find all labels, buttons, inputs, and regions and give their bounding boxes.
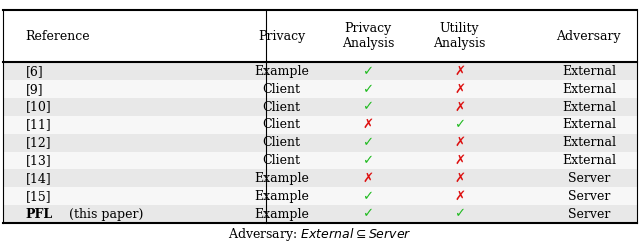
Text: ✗: ✗ [454, 190, 465, 203]
Text: ✓: ✓ [362, 65, 374, 78]
Text: Privacy: Privacy [258, 30, 305, 43]
Bar [3, 116, 637, 134]
Bar [3, 62, 637, 80]
Text: Client: Client [262, 118, 301, 131]
Text: External: External [562, 83, 616, 96]
Text: (this paper): (this paper) [65, 208, 143, 220]
Text: Client: Client [262, 83, 301, 96]
Text: [14]: [14] [26, 172, 51, 185]
Text: ✓: ✓ [362, 190, 374, 203]
Text: [11]: [11] [26, 118, 51, 131]
Text: [9]: [9] [26, 83, 44, 96]
Text: Server: Server [568, 208, 610, 220]
Text: ✓: ✓ [362, 208, 374, 220]
Bar [3, 80, 637, 98]
Text: PFL: PFL [26, 208, 52, 220]
Text: Example: Example [254, 190, 309, 203]
Text: ✗: ✗ [454, 65, 465, 78]
Text: ✓: ✓ [362, 154, 374, 167]
Text: External: External [562, 100, 616, 113]
Bar [3, 134, 637, 152]
Text: ✓: ✓ [454, 208, 465, 220]
Text: External: External [562, 136, 616, 149]
Text: External: External [562, 65, 616, 78]
Text: Example: Example [254, 65, 309, 78]
Text: [6]: [6] [26, 65, 44, 78]
Text: Adversary: $\mathit{External} \subseteq \mathit{Server}$: Adversary: $\mathit{External} \subseteq … [228, 226, 412, 243]
Text: Example: Example [254, 172, 309, 185]
Text: ✗: ✗ [454, 136, 465, 149]
Text: [15]: [15] [26, 190, 51, 203]
Text: ✓: ✓ [454, 118, 465, 131]
Text: [12]: [12] [26, 136, 51, 149]
Text: Adversary: Adversary [557, 30, 621, 43]
Text: ✗: ✗ [454, 172, 465, 185]
Text: ✓: ✓ [362, 136, 374, 149]
Text: Utility
Analysis: Utility Analysis [433, 22, 486, 50]
Text: ✗: ✗ [454, 154, 465, 167]
Text: Client: Client [262, 100, 301, 113]
Text: [10]: [10] [26, 100, 51, 113]
Text: Privacy
Analysis: Privacy Analysis [342, 22, 394, 50]
Bar [3, 170, 637, 187]
Text: ✓: ✓ [362, 83, 374, 96]
Bar [3, 205, 637, 223]
Bar [3, 10, 637, 62]
Text: ✗: ✗ [454, 83, 465, 96]
Text: Client: Client [262, 154, 301, 167]
Text: Server: Server [568, 172, 610, 185]
Text: Server: Server [568, 190, 610, 203]
Text: External: External [562, 118, 616, 131]
Text: Example: Example [254, 208, 309, 220]
Text: Reference: Reference [26, 30, 90, 43]
Text: External: External [562, 154, 616, 167]
Text: ✗: ✗ [362, 118, 374, 131]
Text: [13]: [13] [26, 154, 51, 167]
Bar [3, 152, 637, 170]
Bar [3, 98, 637, 116]
Text: ✗: ✗ [362, 172, 374, 185]
Bar [3, 187, 637, 205]
Text: ✓: ✓ [362, 100, 374, 113]
Text: Client: Client [262, 136, 301, 149]
Text: ✗: ✗ [454, 100, 465, 113]
